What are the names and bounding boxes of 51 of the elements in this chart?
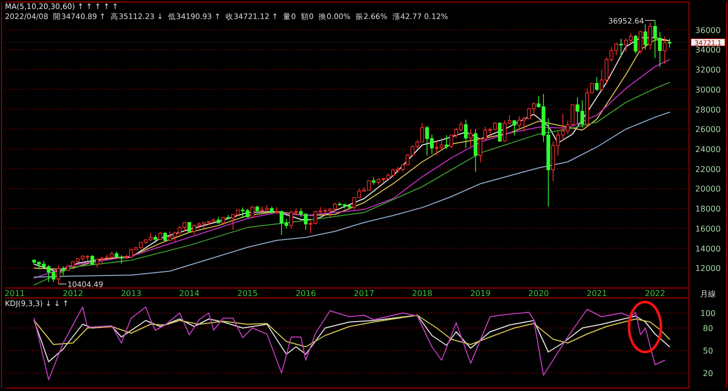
- candlestick: [638, 30, 642, 54]
- candlestick: [444, 134, 448, 150]
- candlestick: [662, 36, 667, 64]
- x-tick-label: 2016: [296, 289, 316, 298]
- y-tick-label: 100: [700, 309, 716, 318]
- y-tick-label: 12000: [695, 264, 721, 274]
- x-tick-label: 2011: [4, 289, 25, 298]
- y-tick-label: 20: [702, 369, 714, 378]
- y-tick-label: 80: [702, 324, 714, 333]
- candlestick: [619, 38, 623, 58]
- line-series: [34, 314, 670, 362]
- x-tick-label: 2022: [644, 289, 666, 298]
- y-tick-label: 18000: [695, 204, 721, 214]
- y-tick-label: 30000: [695, 85, 721, 94]
- x-axis-title: 月線: [700, 290, 716, 298]
- line-series: [34, 112, 670, 278]
- y-tick-label: 24000: [695, 144, 721, 154]
- candlestick: [474, 128, 478, 172]
- x-tick-label: 2021: [586, 289, 608, 298]
- candlestick: [512, 120, 516, 136]
- candlestick: [668, 38, 672, 48]
- candlestick: [594, 76, 599, 92]
- y-tick-label: 16000: [695, 224, 721, 234]
- x-tick-label: 2019: [470, 289, 491, 298]
- candlestick: [498, 122, 502, 142]
- y-tick-label: 50: [702, 346, 714, 356]
- line-series: [34, 314, 670, 348]
- x-tick-label: 2017: [354, 289, 374, 298]
- candlestick: [464, 119, 468, 148]
- x-tick-label: 2015: [237, 289, 258, 298]
- y-tick-label: 14000: [695, 244, 721, 254]
- candlestick: [648, 22, 652, 50]
- x-tick-label: 2020: [528, 289, 549, 298]
- candlestick: [250, 206, 254, 218]
- y-tick-label: 32000: [695, 66, 721, 75]
- y-tick-label: 20000: [695, 184, 721, 194]
- x-tick-label: 2012: [62, 289, 84, 298]
- y-tick-label: 28000: [695, 105, 721, 114]
- line-series: [34, 306, 666, 380]
- candlestick: [61, 266, 66, 276]
- y-tick-label: 26000: [695, 125, 721, 134]
- x-tick-label: 2013: [120, 289, 142, 298]
- candlestick: [634, 34, 638, 54]
- y-tick-label: 22000: [695, 164, 721, 174]
- x-tick-label: 2014: [179, 289, 200, 298]
- x-tick-label: 2018: [412, 289, 432, 298]
- candlestick: [468, 128, 473, 147]
- y-tick-label: 34000: [695, 46, 721, 55]
- y-tick-label: 36000: [695, 26, 721, 35]
- candlestick: [56, 264, 60, 284]
- candlestick: [643, 24, 648, 50]
